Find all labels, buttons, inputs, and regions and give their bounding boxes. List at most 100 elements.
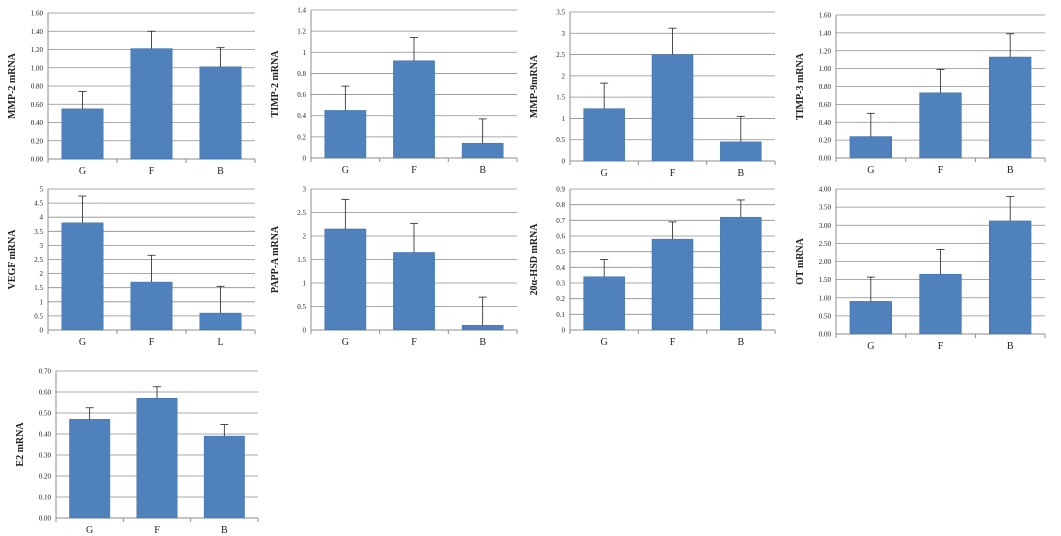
bar-F [393,252,435,331]
y-tick-label: 3.00 [819,222,832,230]
bar-B [989,220,1032,335]
y-tick-label: 0.9 [556,186,565,194]
chart-panel-6: 0 0.5 1 1.5 2 2.5 3 G F B PAPP-A mRNA [270,186,518,348]
y-tick-label: 0.5 [297,303,306,311]
y-tick-label: 0.50 [39,410,52,418]
bar-B [461,325,504,331]
x-category-label: L [217,337,223,348]
bar-F [393,60,435,159]
y-tick-label: 1.5 [34,284,43,292]
y-tick-label: 5 [40,186,44,194]
bar-G [69,419,111,519]
chart-panel-2: 0 0.2 0.4 0.6 0.8 1 1.2 1.4 G F B TIMP-2 mRNA [270,7,518,176]
y-tick-label: 1.60 [31,10,44,18]
x-category-label: B [737,168,744,179]
x-category-label: F [411,337,417,348]
y-tick-label: 0.00 [31,156,44,164]
y-tick-label: 3 [40,242,44,250]
y-tick-label: 0.20 [31,137,44,145]
y-tick-label: 0.6 [297,91,306,99]
y-tick-label: 0.2 [556,295,565,303]
y-tick-label: 1.20 [819,47,832,55]
x-category-label: B [737,337,744,348]
bar-B [203,435,245,519]
x-category-label: G [601,337,608,348]
chart-panel-7: 0 0.1 0.2 0.3 0.4 0.5 0.6 0.7 0.8 0.9 G F B 20α-HSD m… [529,186,776,348]
bar-B [461,142,504,159]
y-tick-label: 0.00 [39,515,52,523]
x-category-label: B [1007,165,1014,176]
y-tick-label: 1.40 [819,29,832,37]
bar-L [199,312,242,331]
y-tick-label: 1 [303,49,307,57]
bar-G [849,136,892,159]
x-category-label: G [342,165,349,176]
bar-B [720,141,762,162]
x-category-label: G [79,337,86,348]
bar-F [919,92,962,159]
y-axis-label: PAPP-A mRNA [270,225,281,293]
y-tick-label: 0.60 [39,389,52,397]
x-category-label: B [479,165,486,176]
y-tick-label: 1.20 [31,46,44,54]
y-tick-label: 1.2 [297,28,306,36]
y-tick-label: 0.5 [556,136,565,144]
y-tick-label: 1.00 [31,64,44,72]
x-category-label: F [154,525,160,536]
y-tick-label: 0 [40,327,44,335]
y-tick-label: 1.00 [819,294,832,302]
x-category-label: G [79,166,86,177]
x-category-label: G [867,165,874,176]
bar-F [651,54,694,162]
y-tick-label: 3 [303,186,307,194]
bar-G [583,276,625,331]
chart-panel-3: 0 0.5 1 1.5 2 2.5 3 3.5 G F B MMP-9mRNA [529,9,776,179]
x-category-label: F [411,165,417,176]
bar-G [849,301,892,335]
bar-B [720,216,762,331]
y-tick-label: 1.60 [819,12,832,20]
y-tick-label: 0.60 [31,101,44,109]
y-tick-label: 0 [562,327,566,335]
y-tick-label: 0.40 [39,431,52,439]
y-tick-label: 0.6 [556,233,565,241]
bar-F [136,398,178,519]
y-tick-label: 3.5 [34,228,43,236]
y-axis-label: E2 mRNA [15,422,26,467]
x-category-label: B [217,166,224,177]
x-category-label: F [149,166,155,177]
y-tick-label: 0.8 [297,70,306,78]
x-category-label: G [342,337,349,348]
x-category-label: F [938,341,944,352]
bar-G [61,108,104,160]
y-tick-label: 0.80 [819,83,832,91]
x-category-label: F [670,168,676,179]
y-tick-label: 1.50 [819,276,832,284]
y-tick-label: 0.00 [819,155,832,163]
bar-B [989,56,1032,159]
x-category-label: F [938,165,944,176]
y-tick-label: 0.50 [819,312,832,320]
y-tick-label: 0.4 [297,112,306,120]
chart-panel-4: 0.00 0.20 0.40 0.60 0.80 1.00 1.20 1.40 1.60 G F B T… [795,12,1046,176]
y-tick-label: 0.3 [556,280,565,288]
x-category-label: F [670,337,676,348]
y-tick-label: 0.40 [819,119,832,127]
chart-panel-8: 0.00 0.50 1.00 1.50 2.00 2.50 3.00 3.50 4.00 G F B O… [795,186,1046,352]
y-tick-label: 0.70 [39,368,52,376]
y-tick-label: 1.5 [556,94,565,102]
x-category-label: G [867,341,874,352]
bar-F [651,238,694,331]
y-tick-label: 3.50 [819,204,832,212]
y-axis-label: 20α-HSD mRNA [529,223,540,296]
y-tick-label: 0.1 [556,311,565,319]
y-tick-label: 0 [303,327,307,335]
y-tick-label: 0.5 [556,248,565,256]
y-tick-label: 0 [562,158,566,166]
chart-panel-9: 0.00 0.10 0.20 0.30 0.40 0.50 0.60 0.70 G F B E2 mR… [15,368,259,536]
y-tick-label: 0.8 [556,201,565,209]
y-tick-label: 0.7 [556,217,565,225]
y-tick-label: 0.00 [819,331,832,339]
bar-F [130,281,173,331]
